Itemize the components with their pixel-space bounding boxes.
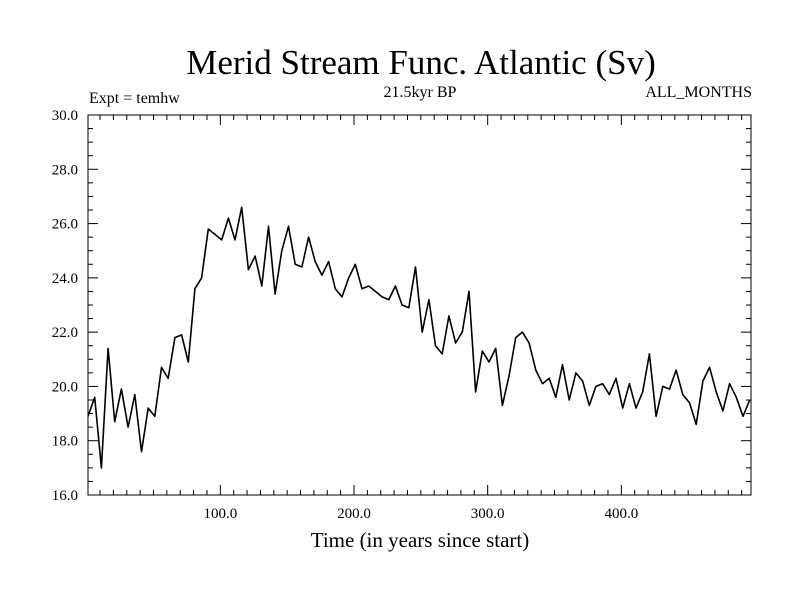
series-line-1 — [87, 206, 751, 469]
y-tick-label: 24.0 — [52, 271, 78, 287]
axis-ticks-group: 16.0 18.0 20.0 22.0 24.0 26.0 28.0 30.0 100.0 200… — [52, 108, 751, 522]
y-tick-label: 30.0 — [52, 108, 78, 124]
y-tick-label: 18.0 — [52, 434, 78, 450]
chart-title: Merid Stream Func. Atlantic (Sv) — [186, 43, 656, 82]
months-label: ALL_MONTHS — [645, 84, 752, 101]
period-label: 21.5kyr BP — [384, 84, 457, 101]
plot-series-group — [87, 206, 751, 469]
y-tick-label: 20.0 — [52, 379, 78, 395]
x-tick-label: 400.0 — [604, 506, 638, 522]
y-tick-label: 22.0 — [52, 325, 78, 341]
x-axis-label: Time (in years since start) — [311, 528, 530, 552]
y-tick-label: 26.0 — [52, 217, 78, 233]
x-tick-label: 100.0 — [203, 506, 237, 522]
experiment-label: Expt = temhw — [89, 90, 180, 107]
y-tick-label: 16.0 — [52, 488, 78, 504]
x-tick-label: 200.0 — [337, 506, 371, 522]
x-tick-label: 300.0 — [471, 506, 505, 522]
y-tick-label: 28.0 — [52, 162, 78, 178]
